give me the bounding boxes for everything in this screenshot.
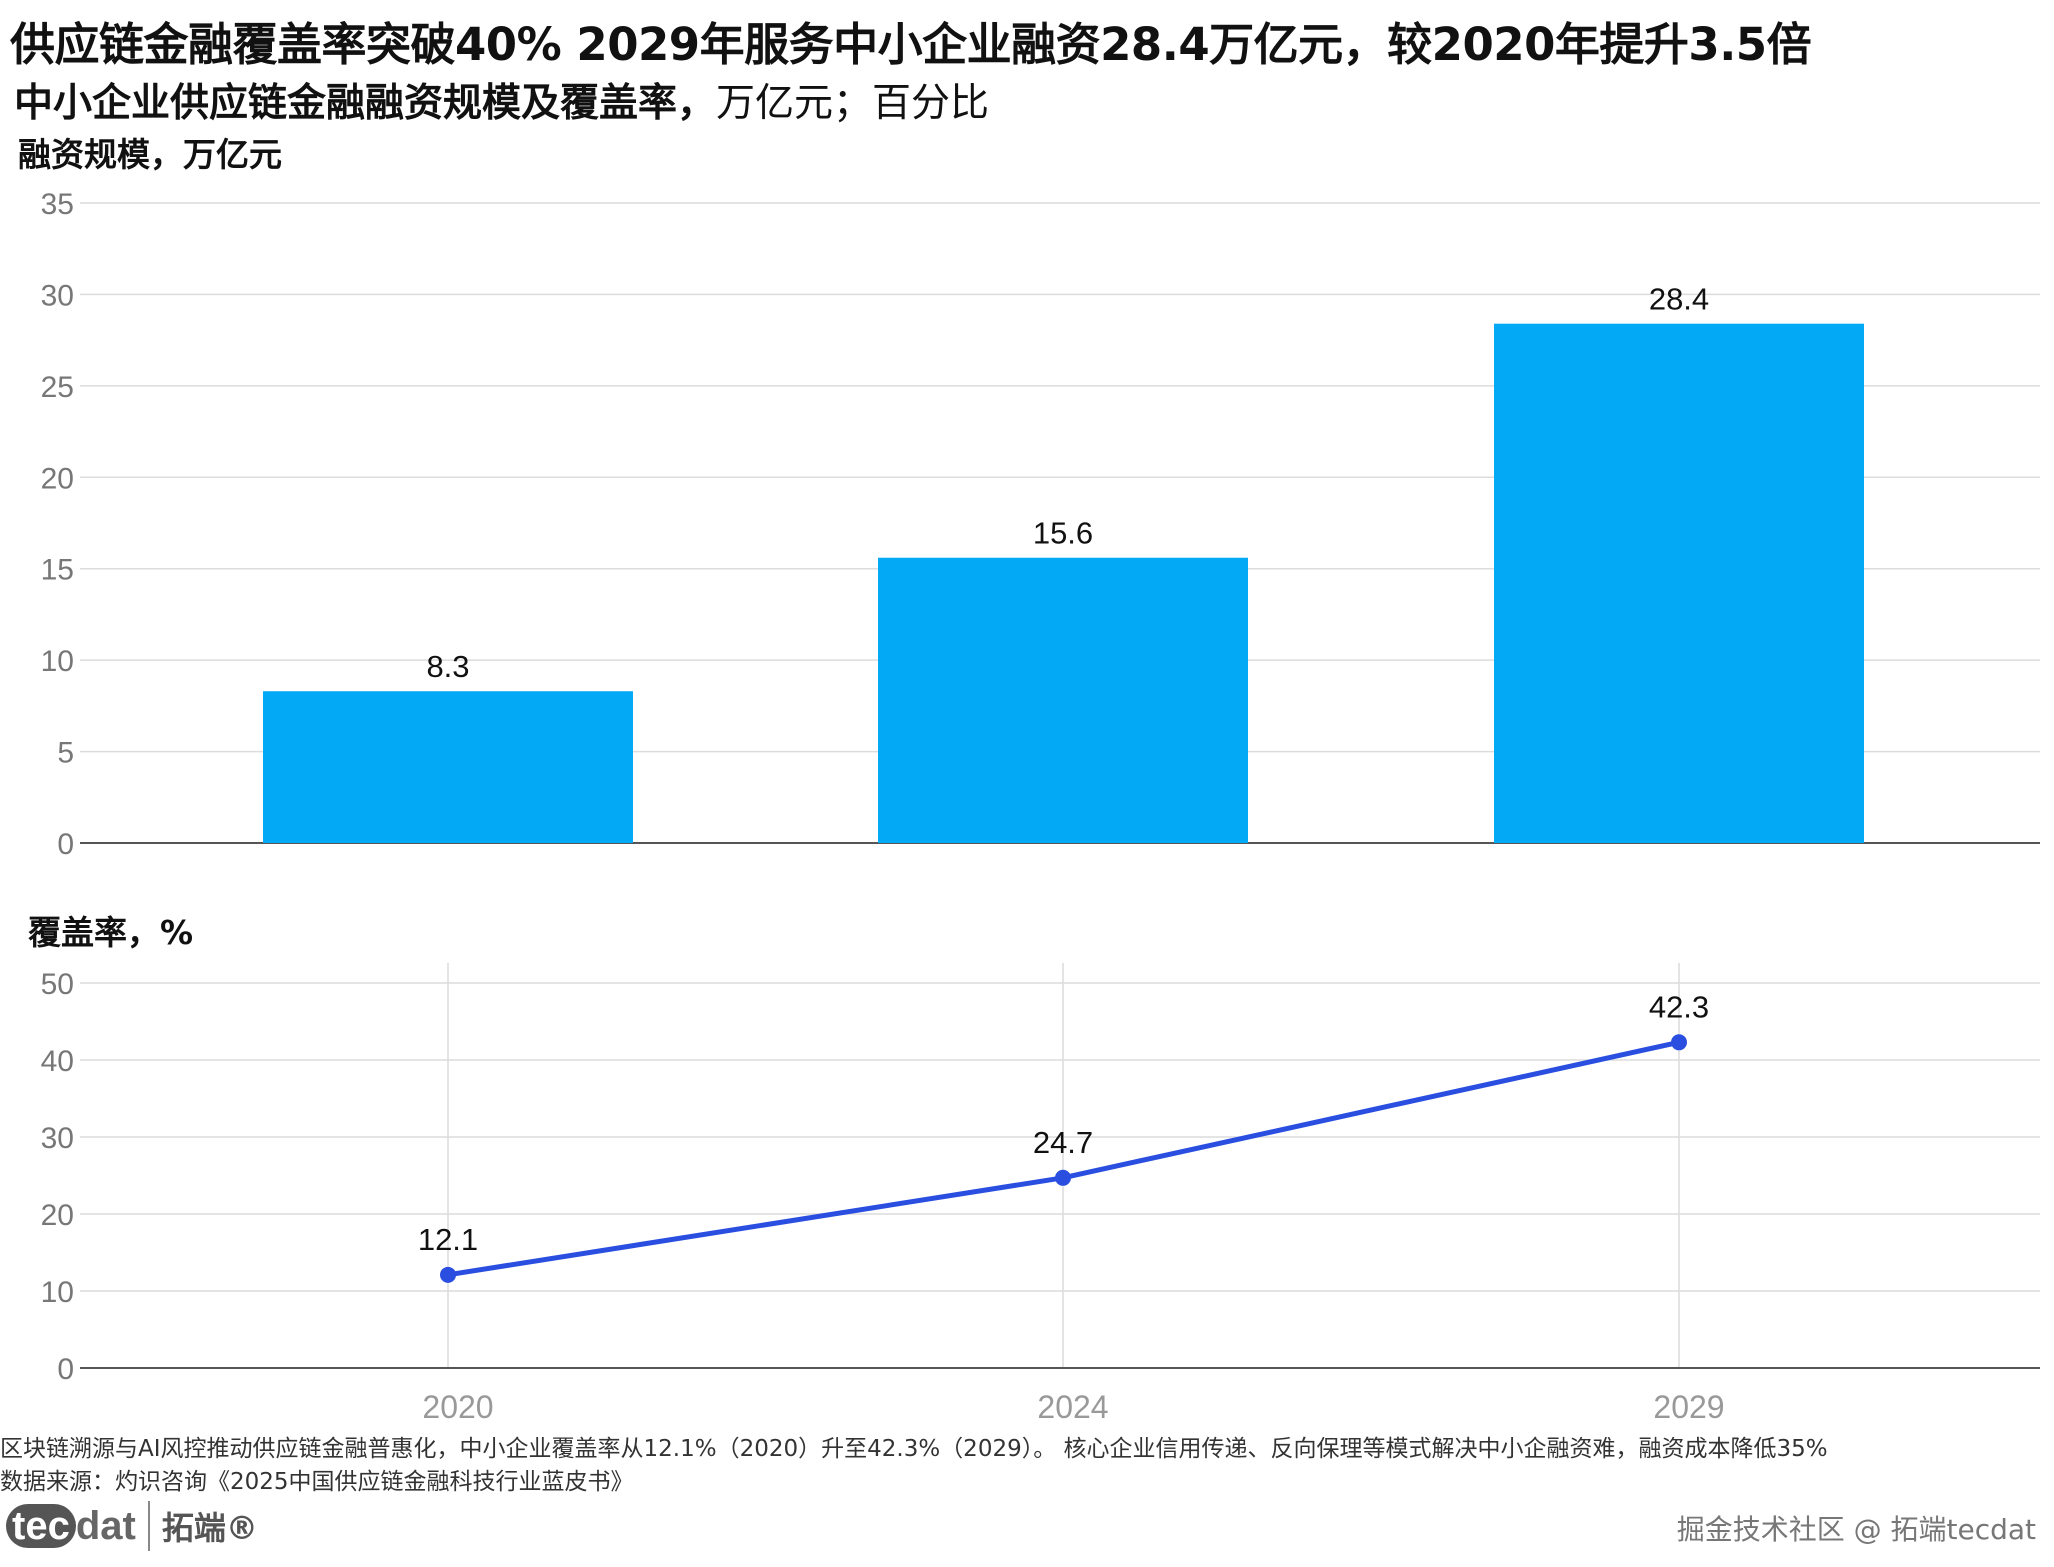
bar-2024: [878, 557, 1248, 843]
footnote: 区块链溯源与AI风控推动供应链金融普惠化，中小企业覆盖率从12.1%（2020）…: [0, 1436, 1828, 1462]
logo-cn: 拓端®: [161, 1509, 258, 1547]
coverage-point-2029: [1671, 1034, 1687, 1051]
bar-y-tick-label: 30: [41, 279, 74, 312]
x-tick-label: 2024: [1037, 1389, 1108, 1425]
line-data-label: 42.3: [1649, 989, 1709, 1024]
subtitle-main: 中小企业供应链金融融资规模及覆盖率，: [14, 81, 717, 126]
line-y-tick-label: 0: [57, 1353, 74, 1386]
bar-2020: [263, 691, 633, 843]
coverage-point-2024: [1055, 1169, 1071, 1186]
bar-2029: [1494, 323, 1864, 844]
logo-wordmark: tec dat: [6, 1503, 136, 1549]
logo-divider: [147, 1501, 150, 1551]
source-note: 数据来源：灼识咨询《2025中国供应链金融科技行业蓝皮书》: [0, 1469, 634, 1495]
line-y-tick-label: 50: [41, 968, 74, 1001]
bar-data-label: 28.4: [1649, 282, 1709, 317]
bar-data-label: 15.6: [1033, 516, 1093, 551]
line-data-label: 24.7: [1033, 1125, 1093, 1160]
line-y-tick-label: 30: [41, 1122, 74, 1155]
coverage-point-2020: [440, 1266, 456, 1283]
bar-data-label: 8.3: [426, 649, 469, 684]
brand-logo: tec dat 拓端®: [6, 1496, 258, 1556]
bar-y-tick-label: 15: [41, 554, 74, 587]
bar-y-tick-label: 10: [41, 645, 74, 678]
x-tick-label: 2020: [422, 1389, 493, 1425]
chart-subtitle: 中小企业供应链金融融资规模及覆盖率，万亿元；百分比: [14, 72, 989, 128]
line-y-axis-label: 覆盖率，%: [28, 913, 194, 952]
bar-y-tick-label: 5: [57, 737, 74, 770]
line-y-tick-label: 10: [41, 1276, 74, 1309]
bar-y-tick-label: 20: [41, 462, 74, 495]
bar-y-tick-label: 35: [41, 188, 74, 221]
bar-y-axis-label: 融资规模，万亿元: [18, 135, 282, 174]
chart-title: 供应链金融覆盖率突破40% 2029年服务中小企业融资28.4万亿元，较2020…: [10, 18, 1812, 71]
subtitle-units: 万亿元；百分比: [716, 81, 990, 126]
line-y-tick-label: 40: [41, 1045, 74, 1078]
x-tick-label: 2029: [1653, 1389, 1724, 1425]
line-y-tick-label: 20: [41, 1199, 74, 1232]
watermark: 掘金技术社区 @ 拓端tecdat: [1676, 1513, 2036, 1546]
bar-y-tick-label: 25: [41, 371, 74, 404]
line-data-label: 12.1: [418, 1222, 478, 1257]
bar-y-tick-label: 0: [57, 828, 74, 861]
